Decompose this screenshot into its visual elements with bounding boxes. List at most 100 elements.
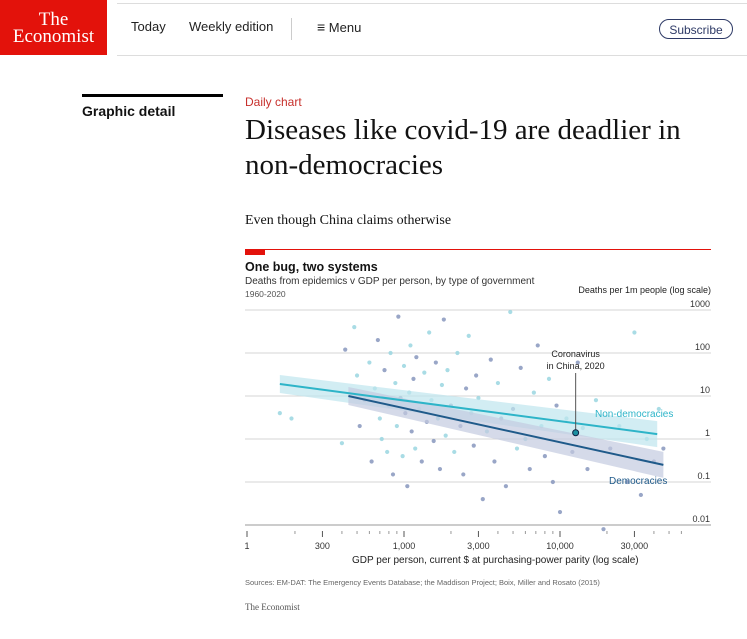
non-democracy-point (656, 406, 661, 412)
non-democracy-point (354, 373, 360, 378)
democracy-point (463, 386, 469, 391)
non-democracy-point (422, 370, 427, 375)
non-democracy-point (427, 330, 432, 335)
non-democracy-point (531, 390, 536, 395)
y-tick-label: 1000 (690, 299, 710, 309)
x-tick-label: 1,000 (393, 541, 416, 551)
non-democracy-point (593, 398, 599, 403)
menu-button[interactable]: ≡ Menu (317, 19, 361, 35)
non-democracy-point (277, 411, 282, 416)
nav-weekly-edition[interactable]: Weekly edition (189, 19, 274, 34)
non-democracy-point (508, 309, 513, 315)
non-democracy-point (352, 325, 357, 330)
chart-title: One bug, two systems (245, 260, 378, 274)
x-tick-label: 1 (244, 541, 249, 551)
non-democracy-point (514, 446, 520, 451)
non-democracy-point (413, 446, 418, 451)
x-tick-label: 300 (315, 541, 330, 551)
article-kicker[interactable]: Daily chart (245, 95, 302, 109)
non-democracy-point (385, 449, 390, 455)
non-democracy-point (379, 436, 384, 442)
non-democracy-point (476, 395, 481, 401)
subscribe-button[interactable]: Subscribe (659, 19, 733, 39)
y-tick-label: 0.01 (692, 514, 710, 524)
annotation-label-line2: in China, 2020 (547, 361, 605, 371)
democracy-point (518, 365, 523, 371)
non-democracy-point (394, 423, 399, 429)
non-democracy-point (289, 416, 294, 421)
democracy-trend-line (348, 395, 664, 466)
nav-divider (291, 18, 292, 40)
democracy-point (441, 317, 446, 322)
democracy-point (369, 459, 374, 464)
democracy-point (557, 509, 563, 515)
y-tick-label: 10 (700, 385, 710, 395)
non-democracy-point (388, 350, 393, 356)
democracy-point (405, 484, 410, 489)
non-democracy-point (401, 363, 407, 369)
x-tick-label: 30,000 (621, 541, 649, 551)
nav-today[interactable]: Today (131, 19, 166, 34)
democracy-point (527, 466, 532, 472)
chart-top-rule (245, 249, 711, 250)
democracy-point (601, 527, 606, 532)
democracy-point (625, 479, 630, 485)
democracy-point (461, 472, 466, 477)
chart-subtitle: Deaths from epidemics v GDP per person, … (245, 276, 535, 287)
section-rule (82, 94, 223, 97)
menu-label: Menu (328, 20, 362, 35)
non-democracy-point (466, 333, 471, 338)
democracy-point (471, 443, 476, 448)
annotation-label-line1: Coronavirus (551, 349, 600, 359)
democracies-label: Democracies (609, 476, 667, 487)
democracy-point (390, 472, 396, 477)
chart-sources: Sources: EM-DAT: The Emergency Events Da… (245, 578, 600, 587)
democracy-point (431, 438, 436, 444)
democracy-point (411, 376, 416, 381)
non-democracy-point (452, 449, 457, 455)
non-democracy-point (632, 330, 637, 335)
democracy-point (357, 423, 362, 429)
article-headline: Diseases like covid-19 are deadlier in n… (245, 114, 681, 181)
china-covid-point (572, 429, 580, 437)
x-tick-label: 10,000 (546, 541, 574, 551)
x-tick-label: 3,000 (467, 541, 490, 551)
y-axis-label: Deaths per 1m people (log scale) (578, 285, 711, 295)
non-democracy-point (445, 368, 450, 373)
header-top-rule (117, 3, 747, 4)
democracy-point (382, 368, 387, 373)
section-link[interactable]: Graphic detail (82, 103, 176, 119)
democracy-point (437, 466, 443, 472)
non-democracy-point (339, 441, 345, 446)
non-democracy-point (408, 343, 413, 348)
democracy-point (550, 479, 555, 485)
democracy-point (480, 497, 485, 502)
chart-red-tag (245, 249, 265, 255)
economist-logo[interactable]: The Economist (0, 0, 107, 55)
non-democracy-point (443, 433, 448, 438)
non-democracy-trend-line (279, 383, 658, 436)
democracy-point (409, 429, 414, 434)
non-democracy-point (367, 360, 372, 365)
democracy-point (343, 347, 348, 352)
header-bottom-rule (117, 55, 747, 56)
democracy-point (638, 492, 643, 498)
y-tick-label: 0.1 (697, 471, 710, 481)
article-standfirst: Even though China claims otherwise (245, 213, 452, 228)
democracy-point (554, 403, 559, 408)
x-axis-label: GDP per person, current $ at purchasing-… (352, 555, 639, 566)
chart-brand: The Economist (245, 602, 300, 612)
chart-period: 1960-2020 (245, 289, 286, 299)
democracy-point (414, 355, 419, 360)
democracy-point (396, 314, 401, 319)
y-tick-label: 100 (695, 342, 710, 352)
democracy-point (433, 360, 438, 365)
hamburger-icon: ≡ (317, 19, 326, 35)
democracy-point (585, 466, 590, 472)
non-democracy-point (400, 454, 405, 459)
democracy-point (661, 446, 666, 451)
democracy-confidence-band (348, 387, 664, 478)
democracy-point (488, 357, 493, 362)
non-democracy-point (546, 376, 552, 381)
